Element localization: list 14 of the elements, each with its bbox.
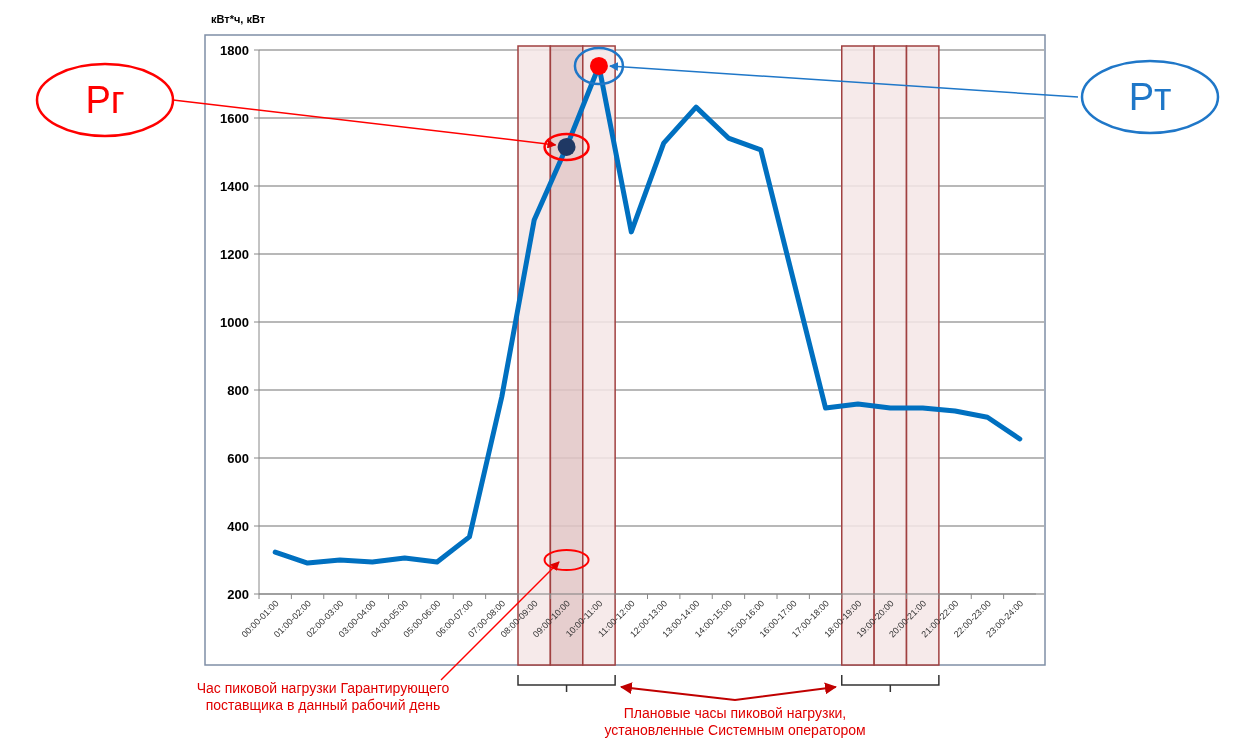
text: Час пиковой нагрузки Гарантирующего поставщика в данный рабочий день [196, 680, 450, 713]
y-tick-label: 1000 [220, 314, 249, 330]
y-tick-label: 400 [227, 518, 249, 534]
y-tick-label: 800 [227, 382, 249, 398]
y-tick-label: 200 [227, 586, 249, 602]
y-tick-label: 1600 [220, 110, 249, 126]
y-tick-label: 1200 [220, 246, 249, 262]
text: Плановые часы пиковой нагрузки, установленные Системным оператором [604, 705, 866, 738]
y-tick-label: 1400 [220, 178, 249, 194]
y-tick-label: 1800 [220, 42, 249, 58]
y-axis-title: кВт*ч, кВт [211, 13, 266, 25]
text: Рт [1128, 76, 1172, 119]
text: Рг [85, 79, 125, 122]
y-tick-label: 600 [227, 450, 249, 466]
